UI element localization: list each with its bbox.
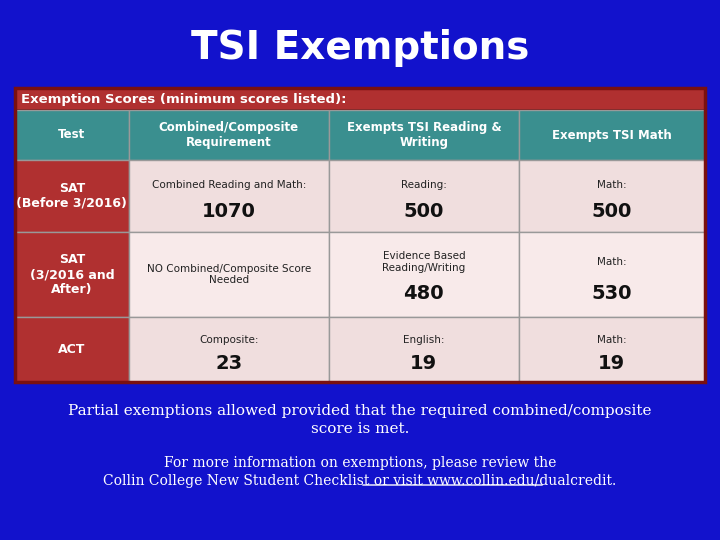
Text: 500: 500 xyxy=(592,202,632,221)
Bar xyxy=(329,317,518,382)
Text: Math:: Math: xyxy=(597,335,626,345)
Bar xyxy=(15,317,129,382)
Text: Collin College New Student Checklist or visit www.collin.edu/dualcredit.: Collin College New Student Checklist or … xyxy=(104,474,616,488)
Text: NO Combined/Composite Score
Needed: NO Combined/Composite Score Needed xyxy=(147,264,311,285)
Text: Math:: Math: xyxy=(597,256,626,267)
Bar xyxy=(129,110,329,160)
Text: English:: English: xyxy=(403,335,444,345)
Text: 500: 500 xyxy=(404,202,444,221)
Text: Combined/Composite
Requirement: Combined/Composite Requirement xyxy=(159,121,299,149)
Text: Test: Test xyxy=(58,129,86,141)
Text: score is met.: score is met. xyxy=(311,422,409,436)
Text: 23: 23 xyxy=(215,354,243,373)
Bar xyxy=(518,160,705,232)
Bar xyxy=(518,317,705,382)
Text: SAT
(3/2016 and
After): SAT (3/2016 and After) xyxy=(30,253,114,296)
Bar xyxy=(15,88,705,110)
Text: Math:: Math: xyxy=(597,180,626,190)
Text: 530: 530 xyxy=(592,284,632,303)
Bar xyxy=(129,317,329,382)
Bar xyxy=(329,160,518,232)
Text: Exemption Scores (minimum scores listed):: Exemption Scores (minimum scores listed)… xyxy=(21,92,346,105)
Bar xyxy=(518,232,705,317)
Bar xyxy=(518,110,705,160)
Bar xyxy=(15,110,129,160)
Text: TSI Exemptions: TSI Exemptions xyxy=(191,29,529,67)
Bar xyxy=(129,232,329,317)
Text: 19: 19 xyxy=(410,354,437,373)
Text: Evidence Based
Reading/Writing: Evidence Based Reading/Writing xyxy=(382,251,465,273)
Bar xyxy=(15,88,705,382)
Text: Reading:: Reading: xyxy=(401,180,447,190)
Bar xyxy=(329,232,518,317)
Text: Exempts TSI Reading &
Writing: Exempts TSI Reading & Writing xyxy=(346,121,501,149)
Text: Combined Reading and Math:: Combined Reading and Math: xyxy=(152,180,306,190)
Bar xyxy=(15,160,129,232)
Text: 1070: 1070 xyxy=(202,202,256,221)
Text: ACT: ACT xyxy=(58,343,86,356)
Text: Exempts TSI Math: Exempts TSI Math xyxy=(552,129,672,141)
Bar xyxy=(15,232,129,317)
Text: 480: 480 xyxy=(403,284,444,303)
Text: 19: 19 xyxy=(598,354,626,373)
Text: SAT
(Before 3/2016): SAT (Before 3/2016) xyxy=(17,182,127,210)
Text: For more information on exemptions, please review the: For more information on exemptions, plea… xyxy=(164,456,556,470)
Bar xyxy=(329,110,518,160)
Text: Composite:: Composite: xyxy=(199,335,258,345)
Bar xyxy=(129,160,329,232)
Text: Partial exemptions allowed provided that the required combined/composite: Partial exemptions allowed provided that… xyxy=(68,404,652,418)
